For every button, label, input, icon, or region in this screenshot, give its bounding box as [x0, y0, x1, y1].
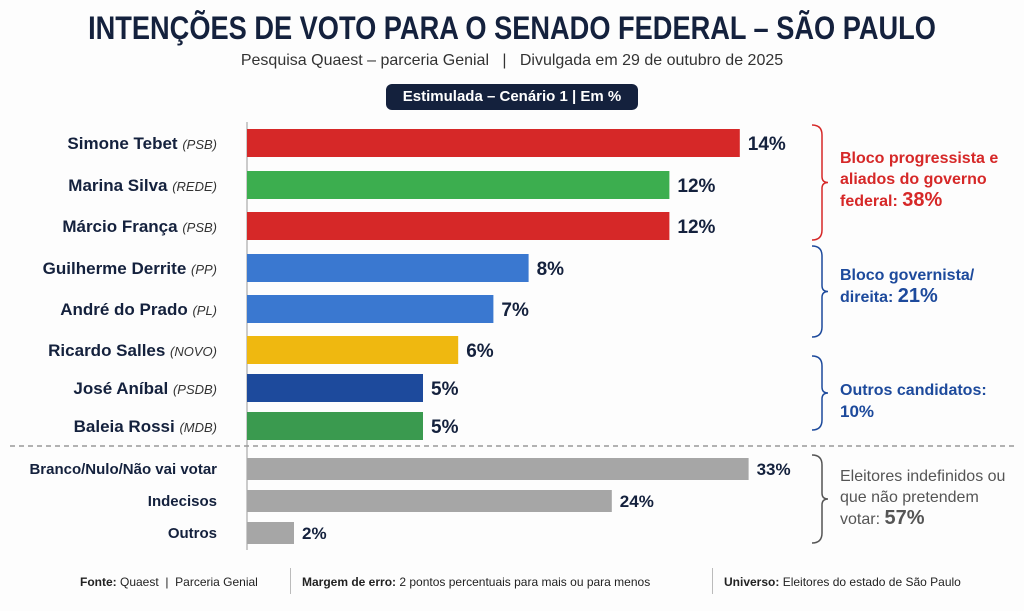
value-label: 12%	[677, 176, 715, 197]
group-annotation: Bloco progressista e aliados do governo …	[840, 148, 1015, 212]
value-label: 12%	[677, 217, 715, 238]
group-annotation: Outros candidatos: 10%	[840, 380, 1020, 423]
value-label: 14%	[748, 134, 786, 155]
bar-0	[247, 129, 740, 157]
bar-6	[247, 374, 423, 402]
other-bar-0	[247, 458, 749, 480]
other-label: Outros	[168, 525, 217, 542]
candidate-label: José Aníbal (PSDB)	[73, 379, 217, 398]
group-brace	[811, 355, 829, 431]
value-label: 5%	[431, 417, 459, 438]
footer-universe: Universo: Eleitores do estado de São Pau…	[724, 575, 961, 589]
footer-margin: Margem de erro: 2 pontos percentuais par…	[302, 575, 650, 589]
value-label: 6%	[466, 341, 494, 362]
candidate-label: Márcio França (PSB)	[62, 217, 217, 236]
bar-1	[247, 171, 670, 199]
value-label: 33%	[757, 460, 791, 479]
bar-5	[247, 336, 459, 364]
group-text: Bloco governista/ direita:	[840, 267, 975, 306]
value-label: 5%	[431, 379, 459, 400]
group-annotation: Eleitores indefinidos ou que não pretend…	[840, 466, 1020, 530]
value-label: 2%	[302, 524, 327, 543]
candidate-label: Baleia Rossi (MDB)	[74, 417, 217, 436]
other-bar-2	[247, 522, 294, 544]
other-bar-1	[247, 490, 612, 512]
other-label: Indecisos	[148, 493, 217, 510]
scenario-badge: Estimulada – Cenário 1 | Em %	[386, 84, 638, 110]
group-total: 10%	[840, 402, 875, 421]
group-text: Outros candidatos:	[840, 382, 987, 399]
value-label: 7%	[501, 300, 529, 321]
group-brace	[811, 124, 829, 241]
bar-7	[247, 412, 423, 440]
footer-universe-label: Universo:	[724, 575, 780, 589]
bar-3	[247, 254, 529, 282]
group-text: Bloco progressista e aliados do governo …	[840, 150, 999, 210]
candidate-label: Simone Tebet (PSB)	[67, 134, 217, 153]
footer-divider	[290, 568, 291, 594]
group-total: 57%	[884, 507, 925, 529]
value-label: 24%	[620, 492, 654, 511]
group-total: 21%	[897, 285, 938, 307]
other-label: Branco/Nulo/Não vai votar	[29, 461, 217, 478]
group-text: Eleitores indefinidos ou que não pretend…	[840, 468, 1006, 528]
footer-source-label: Fonte:	[80, 575, 117, 589]
subtitle: Pesquisa Quaest – parceria Genial | Divu…	[240, 52, 784, 69]
footer-margin-label: Margem de erro:	[302, 575, 397, 589]
group-brace	[811, 245, 829, 338]
bar-2	[247, 212, 670, 240]
candidate-label: André do Prado (PL)	[60, 300, 217, 319]
candidate-label: Ricardo Salles (NOVO)	[48, 341, 217, 360]
value-label: 8%	[537, 259, 565, 280]
candidate-label: Guilherme Derrite (PP)	[43, 259, 217, 278]
page-title: INTENÇÕES DE VOTO PARA O SENADO FEDERAL …	[88, 10, 936, 46]
group-total: 38%	[902, 189, 943, 211]
group-annotation: Bloco governista/ direita: 21%	[840, 265, 990, 308]
group-brace	[811, 454, 829, 544]
footer-source: Fonte: Quaest | Parceria Genial	[80, 575, 258, 589]
footer-margin-value: 2 pontos percentuais para mais ou para m…	[399, 575, 651, 589]
footer-source-value: Quaest | Parceria Genial	[120, 575, 258, 589]
footer-divider	[712, 568, 713, 594]
footer-universe-value: Eleitores do estado de São Paulo	[782, 575, 961, 589]
candidate-label: Marina Silva (REDE)	[68, 176, 217, 195]
bar-4	[247, 295, 494, 323]
